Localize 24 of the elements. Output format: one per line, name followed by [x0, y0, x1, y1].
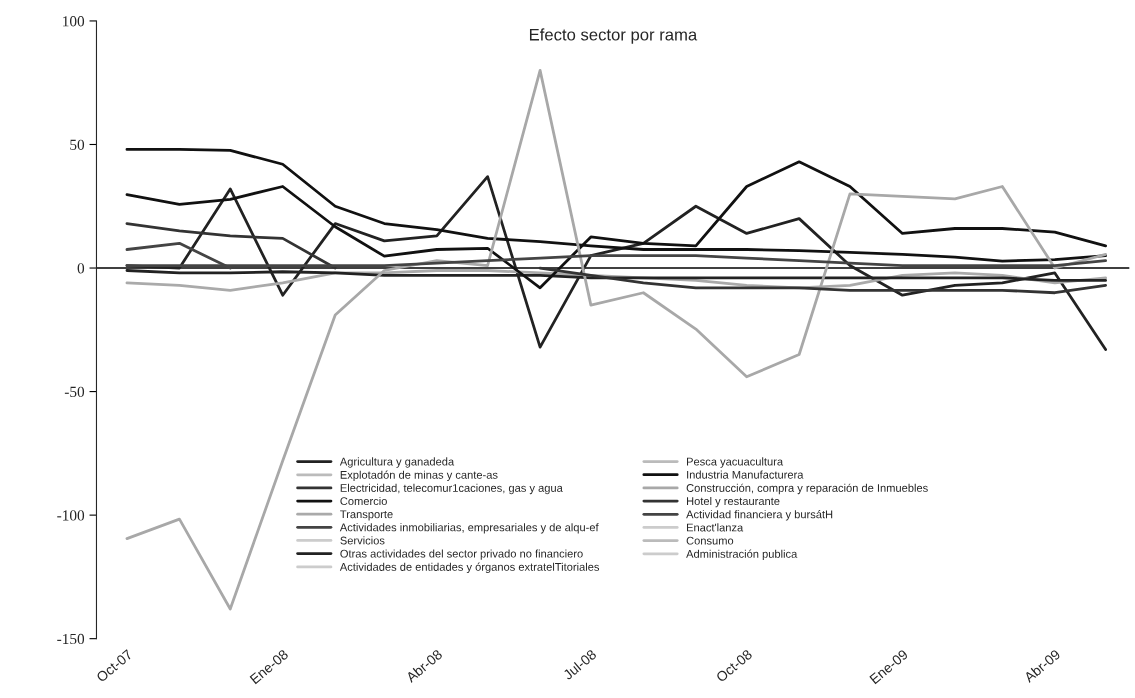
legend-label: Agricultura y ganadeda: [339, 457, 455, 468]
y-tick-label: -100: [57, 510, 85, 521]
legend-label: Enact'lanza: [687, 523, 744, 532]
legend-label: Hotel y restaurante: [687, 496, 780, 508]
legend-label: Actividades de entidades y órganos extratelTitoriales: [339, 562, 600, 574]
legend-label: Administración publica: [686, 549, 798, 561]
legend-label: Pesca yacuacultura: [687, 457, 784, 468]
legend-label: Transporte: [340, 510, 393, 521]
legend-label: Comercio: [340, 496, 387, 506]
y-tick-label: 0: [77, 263, 85, 274]
y-tick-label: 50: [70, 139, 85, 150]
legend-label: Consumo: [686, 536, 734, 545]
y-tick-label: -50: [64, 386, 85, 398]
legend-label: Electricidad, telecomur1caciones, gas y agua: [340, 483, 563, 495]
legend-label: Servicios: [340, 536, 385, 545]
legend-label: Otras actividades del sector privado no financiero: [340, 549, 583, 560]
legend-label: Industria Manufacturera: [687, 470, 804, 479]
legend-label: Actividad financiera y bursátH: [686, 510, 833, 521]
chart-title: Efecto sector por rama: [529, 28, 698, 44]
legend-label: Explotadón de minas y cante-as: [340, 470, 498, 481]
y-tick-label: -150: [57, 633, 85, 645]
legend-label: Construcción, compra y reparación de Inmuebles: [686, 483, 928, 495]
y-tick-label: 100: [63, 16, 85, 27]
legend-label: Actividades inmobiliarias, empresariales y de alqu-ef: [339, 523, 599, 534]
